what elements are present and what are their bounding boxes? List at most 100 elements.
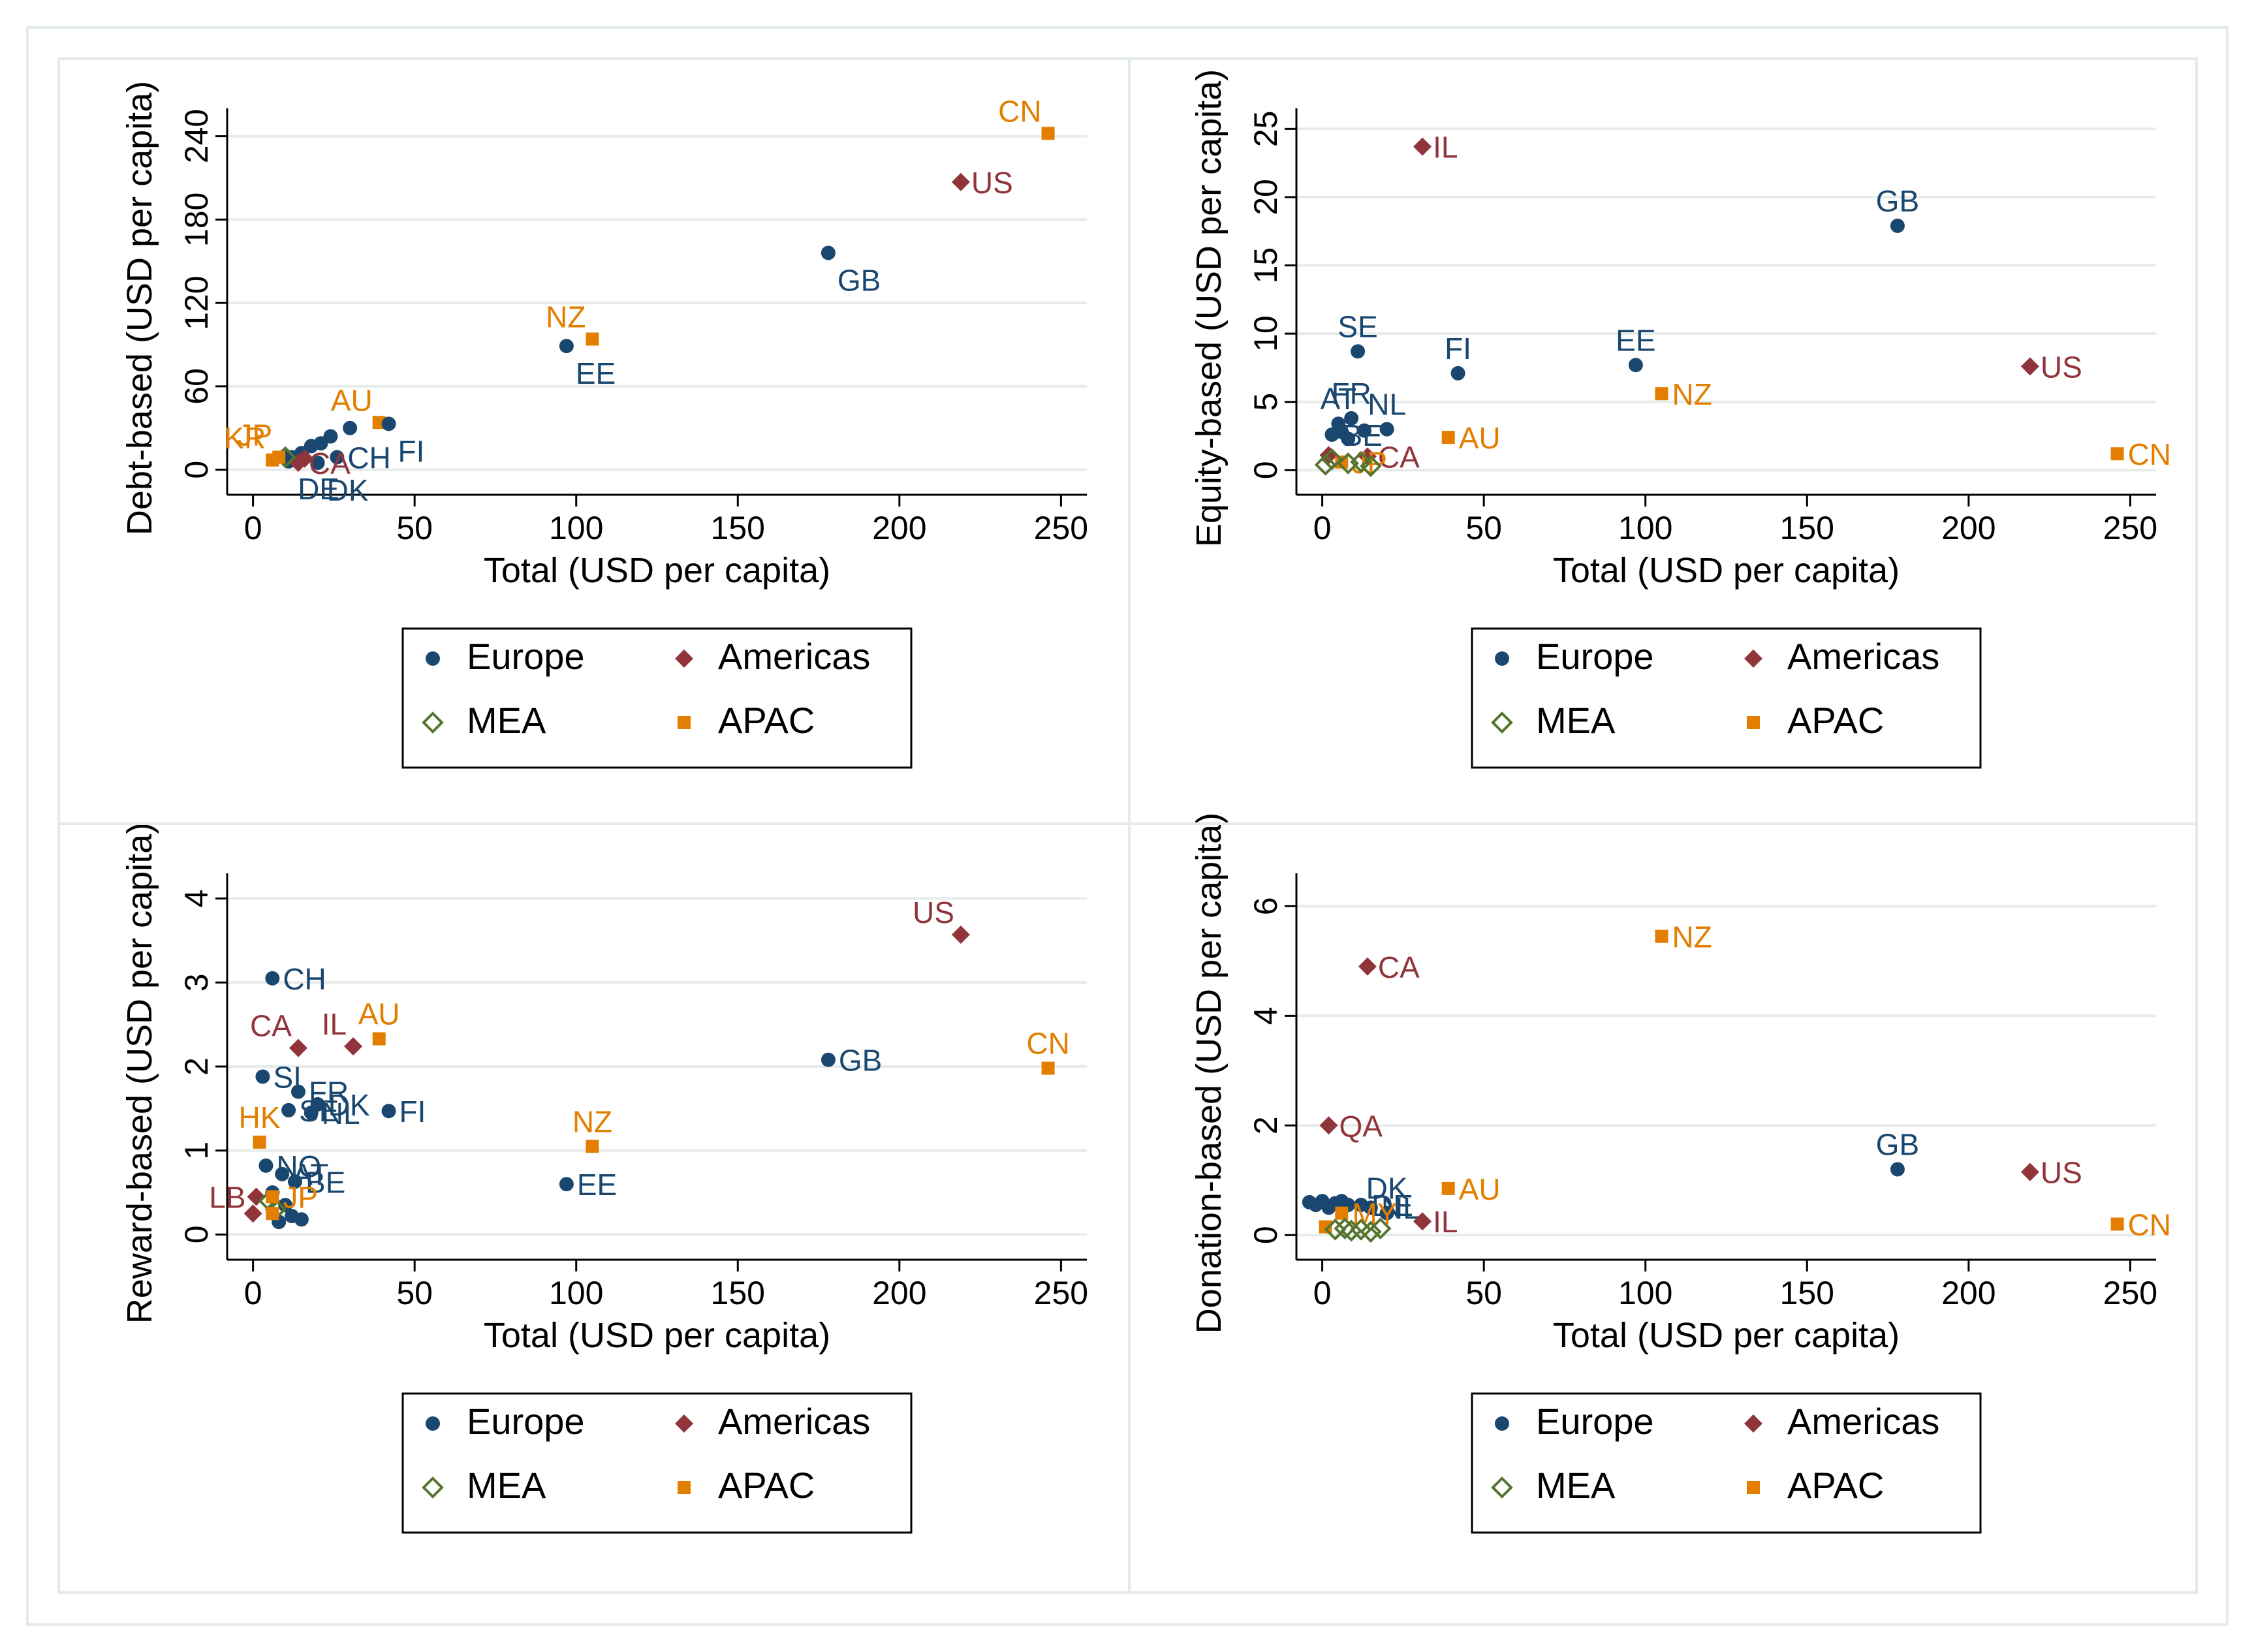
reward-point — [243, 1204, 262, 1223]
debt-point — [310, 456, 325, 471]
donation-point — [1335, 1206, 1349, 1220]
reward-point-label: LB — [209, 1180, 245, 1214]
donation-legend-label: Americas — [1787, 1401, 1939, 1442]
donation-y-tick-label: 0 — [1247, 1226, 1284, 1244]
equity-legend: Europe Americas MEA APAC — [1471, 627, 1982, 769]
equity-point-label: IL — [1433, 131, 1458, 164]
donation-y-tick-label: 2 — [1247, 1116, 1284, 1134]
reward-legend-marker — [426, 1416, 440, 1431]
equity-point — [2020, 357, 2039, 376]
debt-legend-label: APAC — [718, 700, 815, 741]
donation-point-label: IL — [1433, 1205, 1458, 1239]
debt-point-label: AU — [331, 383, 373, 417]
debt-point-label: CH — [347, 441, 390, 475]
debt-point — [330, 450, 345, 465]
reward-x-tick-label: 0 — [244, 1275, 262, 1311]
equity-point — [1351, 344, 1366, 359]
reward-point-label: DK — [328, 1088, 370, 1122]
donation-legend-marker — [1491, 1476, 1513, 1499]
reward-point — [821, 1052, 836, 1067]
equity-x-tick-label: 50 — [1465, 510, 1502, 546]
equity-point — [1379, 422, 1394, 437]
reward-point-label: FI — [399, 1095, 426, 1129]
reward-point — [265, 971, 280, 986]
equity-point — [1344, 411, 1359, 426]
debt-point — [586, 332, 599, 346]
reward-y-axis-title: Reward-based (USD per capita) — [120, 822, 159, 1324]
reward-legend-box — [401, 1392, 913, 1534]
debt-x-tick-label: 150 — [711, 510, 765, 546]
donation-point — [1324, 1218, 1347, 1241]
equity-point-label: AT — [1321, 382, 1356, 416]
debt-point-label: KR — [224, 421, 266, 455]
reward-point — [559, 1177, 574, 1192]
reward-point — [304, 1105, 319, 1120]
donation-point — [1319, 1220, 1332, 1234]
donation-point — [1358, 957, 1377, 976]
equity-point — [1450, 366, 1465, 381]
equity-point — [1413, 137, 1432, 156]
donation-point — [1319, 1116, 1338, 1135]
donation-point-label: CN — [2128, 1208, 2171, 1241]
donation-point-label: QA — [1339, 1109, 1383, 1143]
equity-legend-marker — [1491, 711, 1513, 734]
donation-point-label: US — [2041, 1156, 2082, 1190]
debt-legend: Europe Americas MEA APAC — [401, 627, 913, 769]
donation-x-tick-label: 200 — [1941, 1275, 1996, 1311]
donation-x-tick-label: 150 — [1780, 1275, 1834, 1311]
reward-legend-marker — [675, 1414, 693, 1433]
donation-x-tick-label: 50 — [1465, 1275, 1502, 1311]
equity-x-tick-label: 100 — [1618, 510, 1672, 546]
reward-legend-label: Americas — [718, 1401, 870, 1442]
debt-y-tick-label: 0 — [178, 461, 215, 479]
donation-point — [1340, 1219, 1362, 1242]
reward-y-tick-label: 2 — [178, 1057, 215, 1076]
donation-point-label: NZ — [1672, 920, 1712, 954]
reward-y-tick-label: 3 — [178, 973, 215, 991]
reward-point — [258, 1158, 274, 1173]
reward-point — [294, 1212, 309, 1227]
equity-point-label: EE — [1616, 323, 1655, 357]
donation-point — [1379, 1206, 1394, 1221]
equity-point-label: AU — [1459, 421, 1501, 455]
reward-point-label: EE — [577, 1168, 617, 1202]
donation-legend-marker — [1747, 1481, 1760, 1494]
donation-y-tick-label: 4 — [1247, 1006, 1284, 1025]
debt-x-axis-title: Total (USD per capita) — [484, 551, 830, 590]
donation-legend-label: Europe — [1536, 1401, 1654, 1442]
donation-point — [2020, 1162, 2039, 1181]
equity-y-tick-label: 0 — [1247, 461, 1284, 479]
donation-legend-marker — [1744, 1414, 1762, 1433]
reward-point — [281, 1102, 296, 1117]
equity-legend-marker — [1744, 649, 1762, 668]
debt-point-label: US — [971, 166, 1013, 200]
equity-y-axis-title: Equity-based (USD per capita) — [1189, 69, 1229, 547]
reward-point — [586, 1140, 599, 1153]
donation-legend-label: APAC — [1787, 1465, 1884, 1506]
reward-point-label: CA — [250, 1009, 292, 1043]
debt-point — [1041, 127, 1055, 140]
debt-legend-marker — [675, 649, 693, 668]
reward-point-label: AU — [358, 997, 400, 1031]
equity-x-tick-label: 200 — [1941, 510, 1996, 546]
reward-point — [289, 1038, 307, 1057]
donation-point — [1413, 1212, 1432, 1231]
debt-point — [559, 339, 574, 354]
reward-legend-marker — [678, 1481, 691, 1494]
equity-point — [1341, 431, 1356, 446]
donation-point-label: AU — [1459, 1172, 1501, 1206]
reward-point — [278, 1198, 293, 1213]
donation-legend-box — [1471, 1392, 1982, 1534]
equity-y-tick-label: 10 — [1247, 315, 1284, 352]
donation-point-label: NL — [1381, 1191, 1420, 1225]
equity-point-label: CA — [1378, 440, 1420, 474]
equity-x-axis-title: Total (USD per capita) — [1553, 551, 1900, 590]
debt-point-label: DE — [298, 472, 339, 506]
debt-legend-marker — [678, 716, 691, 729]
debt-legend-marker — [422, 711, 444, 734]
donation-y-axis-title: Donation-based (USD per capita) — [1189, 813, 1229, 1333]
reward-point-label: CN — [1026, 1027, 1069, 1061]
donation-point — [2110, 1217, 2124, 1231]
debt-point — [343, 420, 358, 435]
reward-point — [372, 1032, 386, 1046]
